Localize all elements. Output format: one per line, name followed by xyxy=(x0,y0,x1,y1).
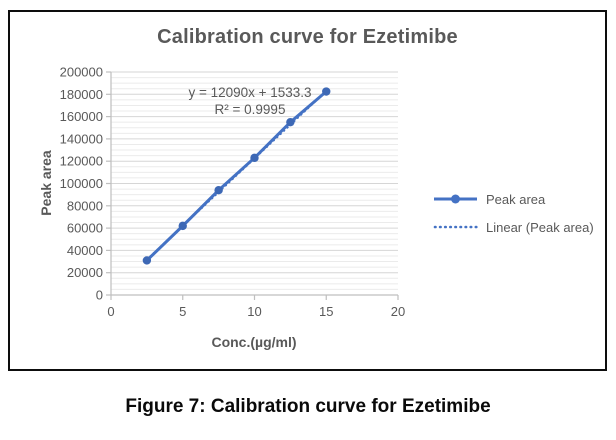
svg-text:0: 0 xyxy=(96,288,103,303)
svg-text:20000: 20000 xyxy=(67,265,103,280)
svg-text:20: 20 xyxy=(391,304,405,319)
svg-text:80000: 80000 xyxy=(67,198,103,213)
data-point-marker xyxy=(250,153,259,163)
plot-area: 0 20000 40000 60000 80000 100000 120000 140000 1… xyxy=(60,65,406,320)
chart-title: Calibration curve for Ezetimibe xyxy=(157,26,458,48)
chart-frame: 0 20000 40000 60000 80000 100000 120000 140000 1… xyxy=(8,10,607,371)
data-point-marker xyxy=(178,221,187,231)
data-point-marker xyxy=(286,117,295,127)
svg-text:200000: 200000 xyxy=(60,65,103,80)
svg-text:60000: 60000 xyxy=(67,221,103,236)
legend-item-linear: Linear (Peak area) xyxy=(433,219,594,235)
svg-text:160000: 160000 xyxy=(60,109,103,124)
legend-label-linear: Linear (Peak area) xyxy=(486,219,594,235)
series-line-peak-area xyxy=(145,90,328,262)
svg-text:5: 5 xyxy=(179,304,186,319)
data-point-marker xyxy=(214,185,223,195)
trendline-equation: y = 12090x + 1533.3 xyxy=(188,85,312,100)
svg-text:140000: 140000 xyxy=(60,131,103,146)
svg-text:0: 0 xyxy=(107,304,114,319)
svg-text:180000: 180000 xyxy=(60,87,103,102)
trendline-annotation: y = 12090x + 1533.3 R² = 0.9995 xyxy=(160,84,340,118)
tick-labels: 0 20000 40000 60000 80000 100000 120000 140000 1… xyxy=(60,65,406,320)
svg-text:100000: 100000 xyxy=(60,176,103,191)
data-point-marker xyxy=(142,256,152,265)
series xyxy=(142,87,331,265)
trendline-r-squared: R² = 0.9995 xyxy=(214,102,286,117)
gridlines-major xyxy=(111,71,398,274)
svg-text:10: 10 xyxy=(247,304,261,319)
legend-label-peak-area: Peak area xyxy=(486,191,546,207)
y-axis-title: Peak area xyxy=(38,150,54,216)
svg-text:40000: 40000 xyxy=(67,243,103,258)
figure-caption: Figure 7: Calibration curve for Ezetimib… xyxy=(125,396,491,417)
axes xyxy=(106,71,399,300)
trendline-dotted-swatch-icon xyxy=(433,225,478,229)
legend-item-peak-area: Peak area xyxy=(433,191,545,207)
x-axis-title: Conc.(µg/ml) xyxy=(211,334,297,350)
series-line-swatch-icon xyxy=(434,194,477,204)
gridlines-minor xyxy=(111,77,398,290)
svg-text:15: 15 xyxy=(319,304,333,319)
data-point-marker xyxy=(322,87,331,96)
svg-text:120000: 120000 xyxy=(60,154,103,169)
